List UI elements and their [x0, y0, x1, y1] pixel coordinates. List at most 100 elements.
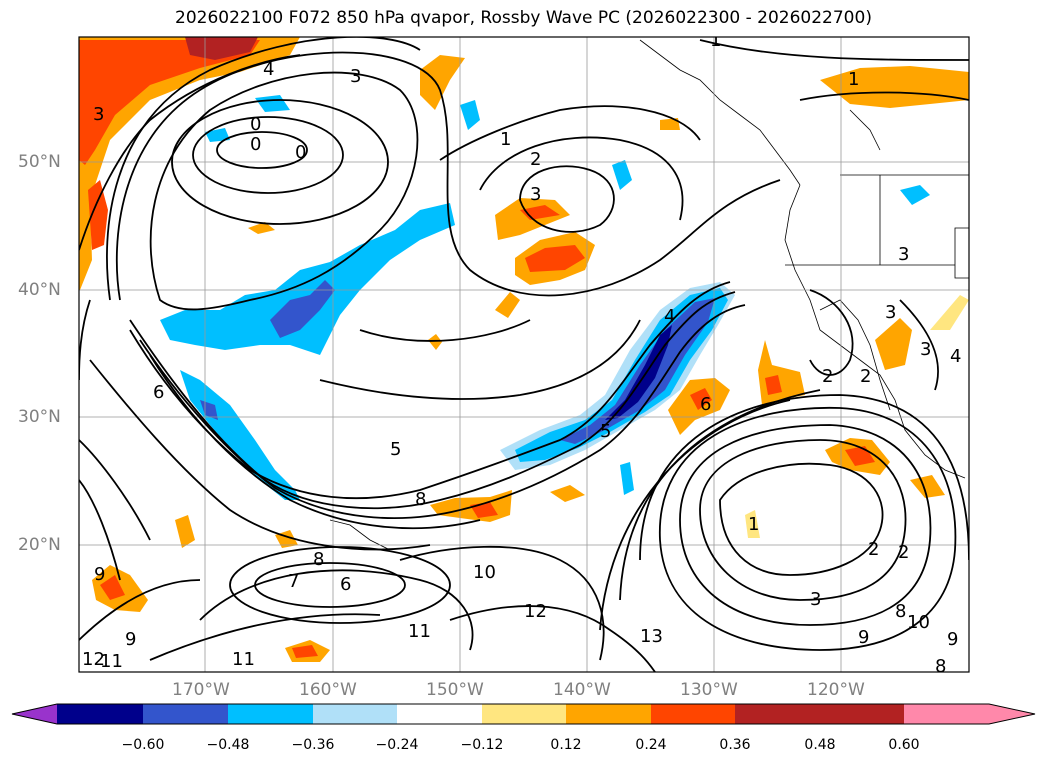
- positive-anomaly-region: [930, 295, 969, 330]
- contour-label: 2: [860, 366, 871, 387]
- contour-label: 13: [640, 626, 663, 647]
- colorbar-tick-label: −0.48: [206, 737, 250, 753]
- positive-anomaly-region: [428, 334, 442, 350]
- contour-label: 2: [898, 542, 909, 563]
- colorbar-tick-label: 0.36: [719, 737, 751, 753]
- positive-anomaly-region: [765, 375, 782, 395]
- contour-label: 3: [920, 339, 931, 360]
- contour-label: 0: [250, 134, 261, 155]
- lon-label: 170°W: [172, 680, 230, 700]
- contour-label: 4: [263, 59, 274, 80]
- contour-label: 9: [94, 564, 105, 585]
- positive-anomaly-region: [495, 292, 520, 318]
- contour-label: 8: [935, 656, 946, 677]
- lat-label: 20°N: [18, 535, 61, 555]
- contour-label: 1: [710, 30, 721, 51]
- contour-label: 0: [295, 142, 306, 163]
- positive-anomaly-region: [525, 245, 585, 272]
- contour-label: 9: [858, 627, 869, 648]
- contour-label: 3: [898, 244, 909, 265]
- colorbar-segment: [228, 704, 313, 724]
- lat-label: 50°N: [18, 152, 61, 172]
- negative-anomaly-region: [620, 462, 634, 495]
- map-plot-area: 4 3 3 0 0 0 1 1 1 2 3 3 3 3 4 2 2 4 5 5 …: [79, 30, 969, 677]
- coastline: [329, 39, 969, 551]
- contour-label: 10: [473, 562, 496, 583]
- positive-anomaly-region: [910, 475, 945, 498]
- contour-label: 10: [907, 612, 930, 633]
- contour-label: 8: [895, 601, 906, 622]
- positive-anomaly-region: [820, 66, 969, 108]
- contour-label: 5: [600, 421, 611, 442]
- contour-label: 3: [530, 184, 541, 205]
- lon-label: 150°W: [426, 680, 484, 700]
- positive-anomaly-region: [79, 40, 260, 165]
- colorbar-tick-label: 0.24: [635, 737, 667, 753]
- contour-label: 2: [530, 149, 541, 170]
- negative-anomaly-region: [460, 100, 480, 130]
- positive-anomaly-region: [100, 575, 125, 600]
- colorbar: [11, 703, 1036, 725]
- map-frame: [78, 36, 970, 673]
- positive-anomaly-region: [248, 222, 275, 234]
- contour-label: 11: [100, 651, 123, 672]
- colorbar-tick-label: 0.60: [888, 737, 920, 753]
- contour-label: 3: [93, 104, 104, 125]
- positive-anomaly-region: [690, 388, 712, 410]
- positive-anomaly-region: [550, 485, 585, 502]
- positive-anomaly-region: [175, 515, 195, 548]
- negative-anomaly-region: [160, 203, 455, 355]
- contour-label: 2: [868, 539, 879, 560]
- contour-label: 12: [82, 649, 105, 670]
- contour-label: 9: [947, 629, 958, 650]
- map-title: 2026022100 F072 850 hPa qvapor, Rossby W…: [175, 8, 872, 28]
- positive-anomaly-region: [875, 318, 912, 370]
- contour-label: 4: [664, 306, 675, 327]
- lon-label: 160°W: [299, 680, 357, 700]
- colorbar-tick-label: −0.60: [121, 737, 165, 753]
- negative-anomaly-region: [270, 280, 335, 338]
- contour-label: 8: [313, 549, 324, 570]
- contour-label: 0: [250, 114, 261, 135]
- positive-anomaly-region: [745, 510, 760, 538]
- contour-label: 9: [125, 629, 136, 650]
- colorbar-segment: [651, 704, 735, 724]
- colorbar-tick-label: 0.48: [804, 737, 836, 753]
- colorbar-segment: [397, 704, 482, 724]
- lat-label: 40°N: [18, 280, 61, 300]
- graticule: [79, 37, 969, 672]
- contour-label: 6: [700, 394, 711, 415]
- contour-label: 5: [390, 439, 401, 460]
- contour-label: 11: [408, 621, 431, 642]
- colorbar-segment: [313, 704, 397, 724]
- colorbar-tick-label: 0.12: [550, 737, 582, 753]
- lon-label: 120°W: [807, 680, 865, 700]
- lat-label: 30°N: [18, 407, 61, 427]
- colorbar-segment: [566, 704, 651, 724]
- negative-anomaly-region: [900, 185, 930, 205]
- contour-label: 12: [524, 601, 547, 622]
- negative-anomaly-region: [180, 370, 300, 500]
- colorbar-segment: [57, 704, 143, 724]
- negative-anomaly-region: [612, 160, 632, 190]
- contour-label: 6: [153, 382, 164, 403]
- contour-label: 1: [500, 129, 511, 150]
- colorbar-tick-label: −0.24: [375, 737, 419, 753]
- positive-anomaly-region: [660, 118, 680, 130]
- colorbar-segment: [735, 704, 820, 724]
- contour-label: 3: [350, 66, 361, 87]
- positive-anomaly-region: [79, 37, 300, 290]
- contour-label: 4: [950, 346, 961, 367]
- contour-label-group: 4 3 3 0 0 0 1 1 1 2 3 3 3 3 4 2 2 4 5 5 …: [82, 30, 961, 677]
- negative-anomaly-region: [200, 400, 218, 420]
- positive-anomaly-region: [185, 37, 258, 60]
- contour-label: 8: [415, 489, 426, 510]
- colorbar-segment: [482, 704, 566, 724]
- contour-label: 3: [810, 589, 821, 610]
- negative-anomaly-region: [560, 298, 715, 444]
- positive-anomaly-region: [292, 645, 318, 658]
- colorbar-tick-label: −0.36: [291, 737, 335, 753]
- negative-anomaly-region: [605, 325, 672, 420]
- contour-label: 2: [822, 366, 833, 387]
- colorbar-segment: [12, 704, 57, 724]
